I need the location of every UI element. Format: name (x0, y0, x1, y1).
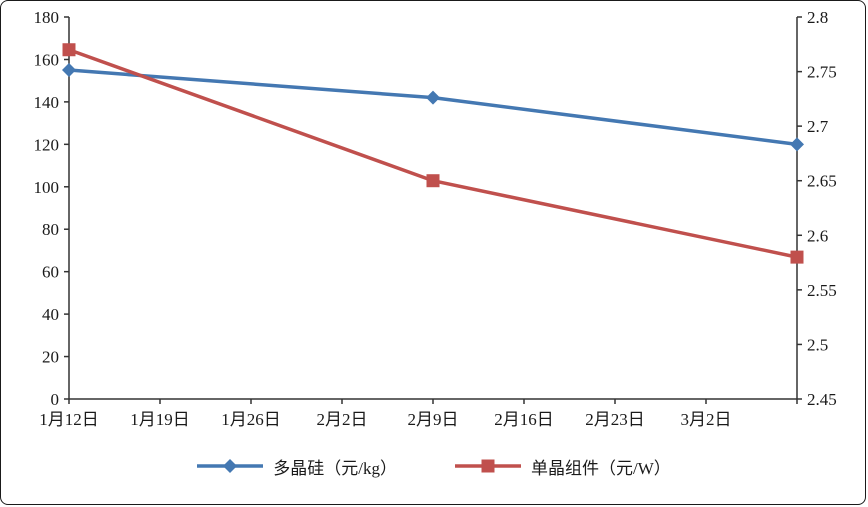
svg-text:2月2日: 2月2日 (317, 410, 368, 429)
svg-text:2.45: 2.45 (807, 390, 837, 409)
svg-text:100: 100 (34, 178, 60, 197)
svg-text:1月12日: 1月12日 (39, 410, 99, 429)
svg-text:20: 20 (42, 348, 59, 367)
legend-item-mono-module: 单晶组件（元/W） (453, 454, 671, 479)
legend-marker-polysilicon-icon (197, 459, 264, 473)
svg-text:2月23日: 2月23日 (585, 410, 645, 429)
svg-text:3月2日: 3月2日 (681, 410, 732, 429)
svg-text:2.55: 2.55 (807, 281, 837, 300)
svg-text:160: 160 (34, 50, 60, 69)
svg-text:180: 180 (34, 8, 60, 27)
svg-text:80: 80 (42, 220, 59, 239)
svg-text:0: 0 (51, 390, 60, 409)
svg-text:2月9日: 2月9日 (408, 410, 459, 429)
svg-text:40: 40 (42, 305, 59, 324)
legend-label-mono-module: 单晶组件（元/W） (530, 458, 671, 478)
dual-axis-line-chart: 0 20 40 60 80 100 120 140 160 180 2.45 2.5 2.55 2.6 2.… (34, 8, 837, 429)
svg-text:2.65: 2.65 (807, 172, 837, 191)
svg-text:120: 120 (34, 135, 60, 154)
svg-text:2.5: 2.5 (807, 335, 828, 354)
svg-text:2.75: 2.75 (807, 63, 837, 82)
chart-legend: 多晶硅（元/kg） 单晶组件（元/W） (1, 449, 865, 483)
legend-label-polysilicon: 多晶硅（元/kg） (273, 458, 397, 478)
svg-text:2月16日: 2月16日 (494, 410, 554, 429)
svg-text:2.8: 2.8 (807, 8, 828, 27)
svg-text:2.6: 2.6 (807, 226, 828, 245)
legend-marker-mono-module-icon (454, 459, 521, 473)
legend-item-polysilicon: 多晶硅（元/kg） (195, 454, 397, 479)
svg-text:60: 60 (42, 263, 59, 282)
svg-text:1月19日: 1月19日 (130, 410, 190, 429)
svg-text:2.7: 2.7 (807, 117, 829, 136)
svg-text:1月26日: 1月26日 (221, 410, 281, 429)
svg-text:140: 140 (34, 93, 60, 112)
